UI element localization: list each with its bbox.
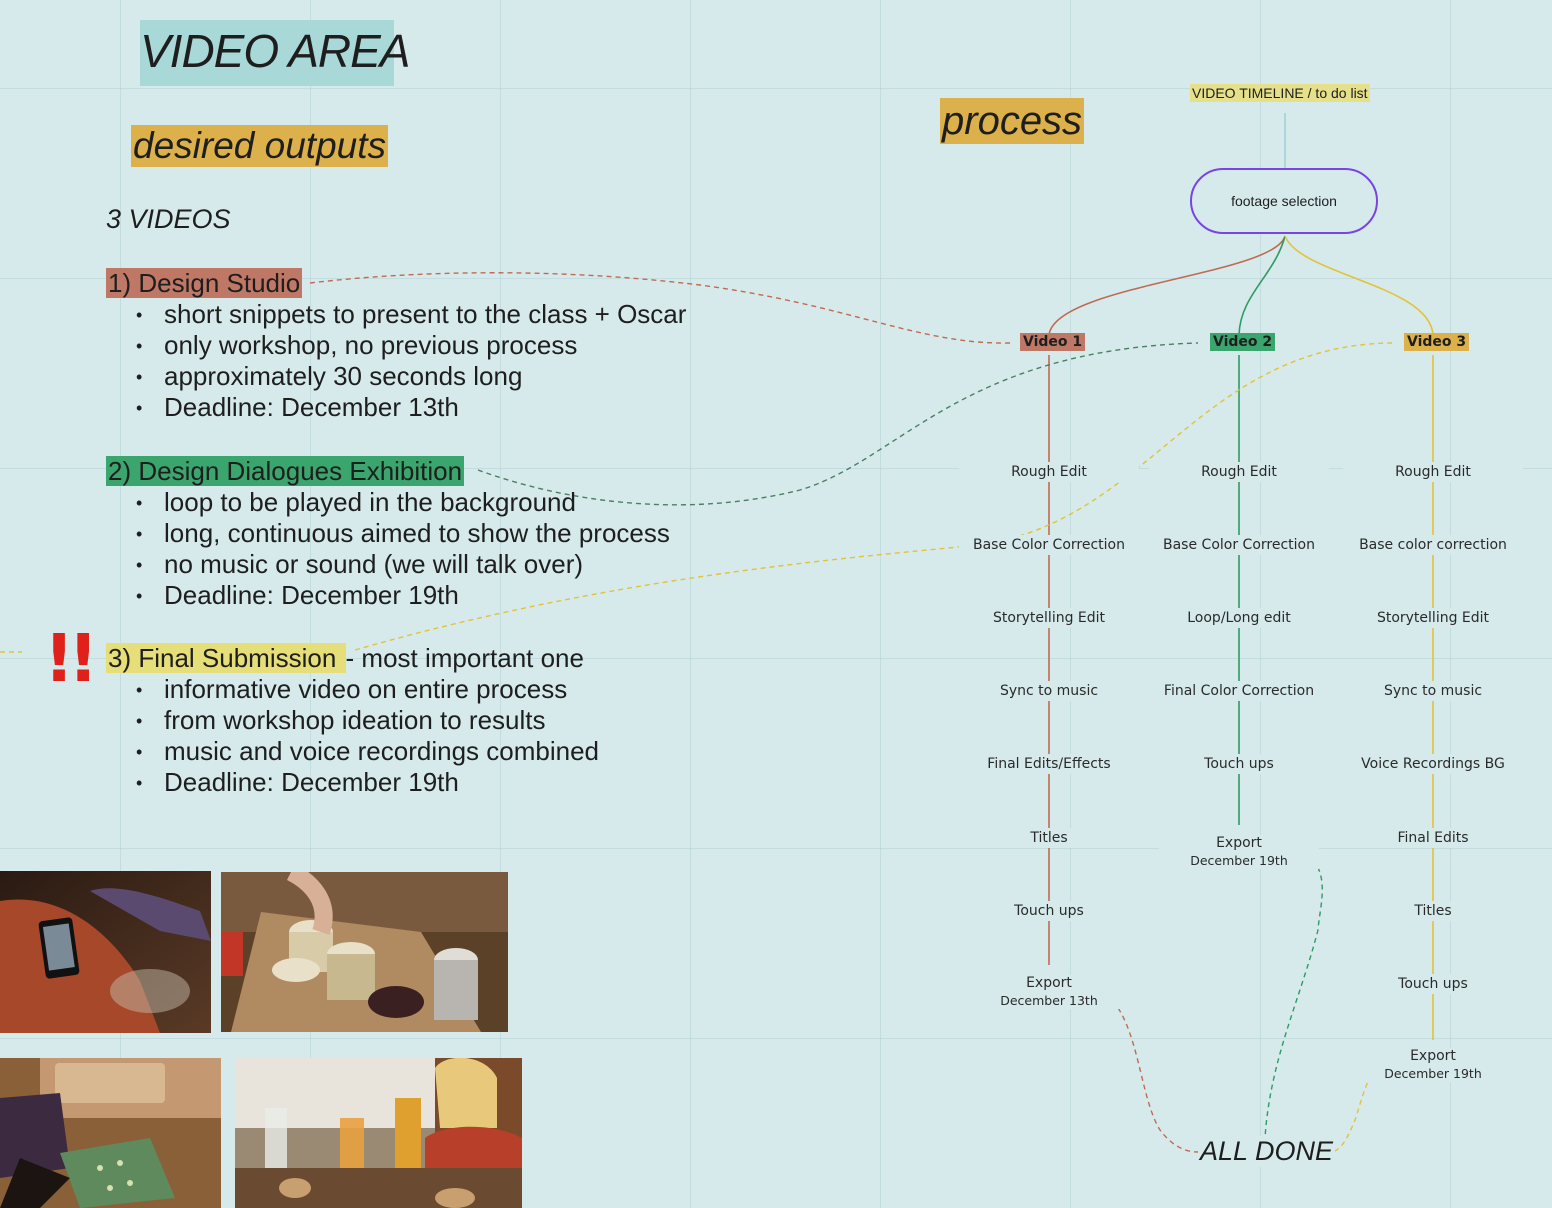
all-done-node[interactable]: ALL DONE — [1198, 1136, 1336, 1167]
section-suffix: - most important one — [345, 643, 584, 673]
export-date: December 19th — [1190, 853, 1288, 868]
list-item: from workshop ideation to results — [106, 705, 599, 737]
export-label: Export — [1216, 835, 1262, 851]
photo-phone-recording[interactable] — [0, 871, 211, 1033]
step-node[interactable]: Sync to music — [1343, 681, 1523, 701]
photo-textile-sample[interactable] — [0, 1058, 221, 1208]
step-node[interactable]: Final Color Correction — [1149, 681, 1329, 701]
step-node[interactable]: Rough Edit — [1343, 462, 1523, 482]
export-node-video-1[interactable]: Export December 13th — [969, 975, 1129, 1009]
export-node-video-3[interactable]: Export December 19th — [1353, 1048, 1513, 1082]
list-item: no music or sound (we will talk over) — [106, 549, 670, 581]
desired-outputs-heading[interactable]: desired outputs — [131, 125, 389, 167]
list-item: informative video on entire process — [106, 674, 599, 706]
video-1-tag[interactable]: Video 1 — [1020, 333, 1086, 351]
node-label: footage selection — [1231, 193, 1337, 209]
step-node[interactable]: Rough Edit — [1149, 462, 1329, 482]
list-item: Deadline: December 19th — [106, 580, 670, 612]
double-exclamation-icon: !! — [44, 620, 98, 697]
section-final-submission[interactable]: 3) Final Submission - most important one… — [106, 642, 599, 799]
step-node[interactable]: Rough Edit — [959, 462, 1139, 482]
section-title: 1) Design Studio — [106, 268, 303, 298]
list-item: Deadline: December 19th — [106, 767, 599, 799]
list-item: Deadline: December 13th — [106, 392, 686, 424]
step-node[interactable]: Storytelling Edit — [1343, 608, 1523, 628]
step-node[interactable]: Touch ups — [1149, 754, 1329, 774]
section-title: 3) Final Submission — [106, 643, 346, 673]
list-item: long, continuous aimed to show the proce… — [106, 518, 670, 550]
photo-kitchen-table[interactable] — [235, 1058, 522, 1208]
step-node[interactable]: Storytelling Edit — [959, 608, 1139, 628]
board-title[interactable]: VIDEO AREA — [140, 25, 410, 77]
step-node[interactable]: Titles — [1343, 901, 1523, 921]
process-heading[interactable]: process — [940, 98, 1085, 144]
timeline-label[interactable]: VIDEO TIMELINE / to do list — [1190, 84, 1370, 102]
photo-cups-tray[interactable] — [221, 872, 508, 1032]
step-node[interactable]: Final Edits — [1343, 828, 1523, 848]
list-item: music and voice recordings combined — [106, 736, 599, 768]
section-design-studio[interactable]: 1) Design Studio short snippets to prese… — [106, 267, 686, 424]
video-2-tag[interactable]: Video 2 — [1210, 333, 1276, 351]
title-highlight — [140, 20, 394, 86]
list-item: loop to be played in the background — [106, 487, 670, 519]
step-node[interactable]: Base Color Correction — [959, 535, 1139, 555]
step-node[interactable]: Voice Recordings BG — [1343, 754, 1523, 774]
footage-selection-node[interactable]: footage selection — [1190, 168, 1378, 234]
step-node[interactable]: Final Edits/Effects — [959, 754, 1139, 774]
list-item: approximately 30 seconds long — [106, 361, 686, 393]
step-node[interactable]: Base Color Correction — [1149, 535, 1329, 555]
section-design-dialogues[interactable]: 2) Design Dialogues Exhibition loop to b… — [106, 455, 670, 612]
export-date: December 19th — [1384, 1066, 1482, 1081]
list-item: only workshop, no previous process — [106, 330, 686, 362]
step-node[interactable]: Titles — [959, 828, 1139, 848]
export-date: December 13th — [1000, 993, 1098, 1008]
export-label: Export — [1026, 975, 1072, 991]
section-title: 2) Design Dialogues Exhibition — [106, 456, 465, 486]
step-node[interactable]: Loop/Long edit — [1149, 608, 1329, 628]
step-node[interactable]: Touch ups — [1343, 974, 1523, 994]
video-3-tag[interactable]: Video 3 — [1404, 333, 1470, 351]
videos-heading[interactable]: 3 VIDEOS — [106, 204, 231, 234]
export-node-video-2[interactable]: Export December 19th — [1159, 835, 1319, 869]
list-item: short snippets to present to the class +… — [106, 299, 686, 331]
step-node[interactable]: Base color correction — [1343, 535, 1523, 555]
step-node[interactable]: Sync to music — [959, 681, 1139, 701]
export-label: Export — [1410, 1048, 1456, 1064]
step-node[interactable]: Touch ups — [959, 901, 1139, 921]
